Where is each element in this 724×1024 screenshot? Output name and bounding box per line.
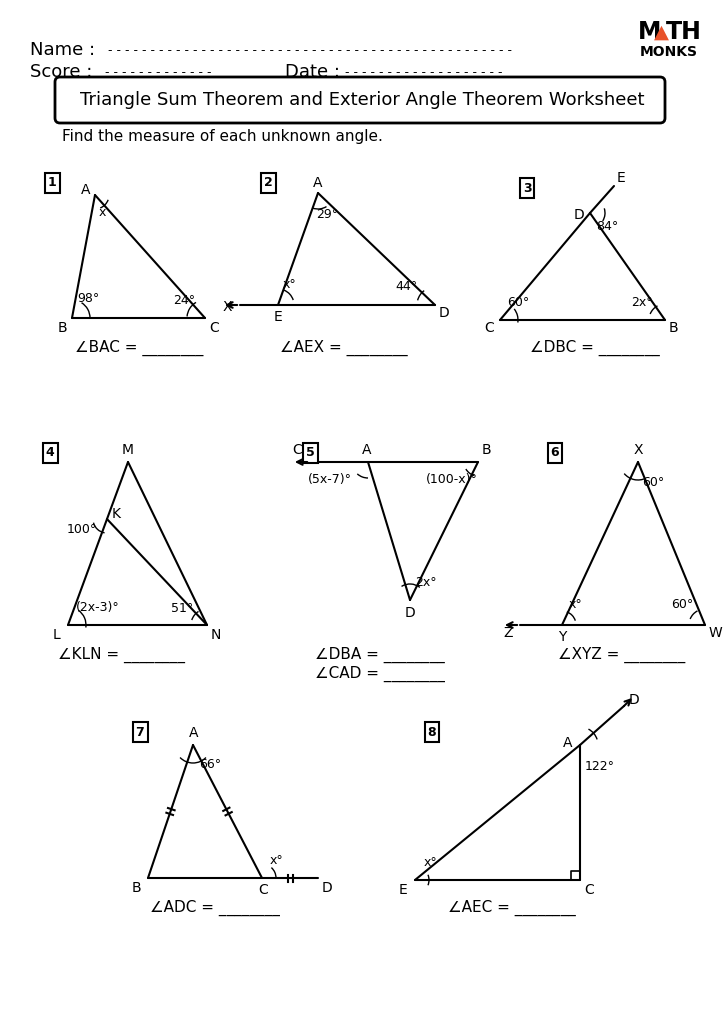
- Text: 5: 5: [306, 446, 314, 460]
- Text: x: x: [99, 207, 106, 219]
- Text: D: D: [322, 881, 333, 895]
- Text: C: C: [209, 321, 219, 335]
- Text: 66°: 66°: [199, 759, 221, 771]
- Text: 98°: 98°: [77, 292, 99, 304]
- Text: ∠CAD = ________: ∠CAD = ________: [315, 666, 445, 682]
- Text: - - - - - - - - - - - - - - - - - - -: - - - - - - - - - - - - - - - - - - -: [345, 66, 502, 79]
- Text: x°: x°: [424, 855, 438, 868]
- Text: (2x-3)°: (2x-3)°: [76, 600, 119, 613]
- Text: ▲: ▲: [654, 23, 669, 42]
- Text: 44°: 44°: [395, 281, 417, 294]
- Text: ∠AEX = ________: ∠AEX = ________: [280, 340, 408, 356]
- Text: A: A: [189, 726, 198, 740]
- Text: B: B: [669, 321, 678, 335]
- Text: - - - - - - - - - - - - - - - - - - - - - - - - - - - - - - - - - - - - - - - - : - - - - - - - - - - - - - - - - - - - - …: [108, 43, 512, 56]
- Text: TH: TH: [666, 20, 702, 44]
- Text: A: A: [563, 736, 573, 750]
- Text: 60°: 60°: [507, 296, 529, 308]
- Text: A: A: [362, 443, 371, 457]
- Text: 60°: 60°: [671, 598, 694, 611]
- Text: Y: Y: [558, 630, 566, 644]
- Text: ∠BAC = ________: ∠BAC = ________: [75, 340, 203, 356]
- Text: E: E: [274, 310, 283, 324]
- Text: Z: Z: [503, 626, 513, 640]
- Text: D: D: [439, 306, 450, 319]
- Text: 1: 1: [48, 176, 56, 189]
- Text: 7: 7: [135, 725, 144, 738]
- Text: 3: 3: [523, 181, 531, 195]
- Text: D: D: [405, 606, 416, 620]
- Text: ∠XYZ = ________: ∠XYZ = ________: [558, 647, 685, 664]
- Text: M: M: [638, 20, 662, 44]
- Text: 2x°: 2x°: [631, 296, 652, 308]
- Text: Triangle Sum Theorem and Exterior Angle Theorem Worksheet: Triangle Sum Theorem and Exterior Angle …: [80, 91, 644, 109]
- Text: Date :: Date :: [285, 63, 340, 81]
- Text: ∠AEC = ________: ∠AEC = ________: [448, 900, 576, 916]
- Text: C: C: [484, 321, 494, 335]
- Text: C: C: [258, 883, 268, 897]
- Text: x°: x°: [283, 279, 297, 292]
- Text: K: K: [112, 507, 121, 521]
- Text: 4: 4: [46, 446, 54, 460]
- Text: C: C: [292, 443, 302, 457]
- Text: - - - - - - - - - - - - -: - - - - - - - - - - - - -: [105, 66, 211, 79]
- Text: 24°: 24°: [173, 294, 195, 306]
- Text: W: W: [709, 626, 723, 640]
- Text: 84°: 84°: [596, 220, 618, 233]
- Text: N: N: [211, 628, 222, 642]
- Text: 60°: 60°: [642, 475, 664, 488]
- Text: 8: 8: [428, 725, 437, 738]
- Text: 51°: 51°: [171, 601, 193, 614]
- Text: M: M: [122, 443, 134, 457]
- Text: Find the measure of each unknown angle.: Find the measure of each unknown angle.: [62, 128, 383, 143]
- Text: E: E: [399, 883, 408, 897]
- Text: A: A: [81, 183, 90, 197]
- Text: E: E: [617, 171, 626, 185]
- Text: 29°: 29°: [316, 209, 338, 221]
- Text: (100-x)°: (100-x)°: [426, 473, 478, 486]
- Text: x°: x°: [569, 598, 583, 611]
- Text: X: X: [223, 300, 232, 314]
- Text: ∠DBC = ________: ∠DBC = ________: [530, 340, 660, 356]
- Text: 6: 6: [551, 446, 560, 460]
- Text: Score :: Score :: [30, 63, 93, 81]
- FancyBboxPatch shape: [55, 77, 665, 123]
- Text: x°: x°: [270, 853, 284, 866]
- Text: C: C: [584, 883, 594, 897]
- Text: B: B: [132, 881, 142, 895]
- Text: 2: 2: [264, 176, 272, 189]
- Text: MONKS: MONKS: [640, 45, 698, 59]
- Text: B: B: [482, 443, 492, 457]
- Text: 2x°: 2x°: [415, 575, 437, 589]
- Text: ∠KLN = ________: ∠KLN = ________: [58, 647, 185, 664]
- Text: A: A: [313, 176, 322, 190]
- Text: 100°: 100°: [67, 522, 97, 536]
- Text: L: L: [53, 628, 61, 642]
- Text: ∠ADC = ________: ∠ADC = ________: [150, 900, 280, 916]
- Text: Name :: Name :: [30, 41, 95, 59]
- Text: D: D: [629, 693, 640, 707]
- Text: D: D: [574, 208, 585, 222]
- Text: ∠DBA = ________: ∠DBA = ________: [315, 647, 445, 664]
- Text: 122°: 122°: [585, 761, 615, 773]
- Text: (5x-7)°: (5x-7)°: [308, 473, 352, 486]
- Text: B: B: [58, 321, 67, 335]
- Text: X: X: [634, 443, 644, 457]
